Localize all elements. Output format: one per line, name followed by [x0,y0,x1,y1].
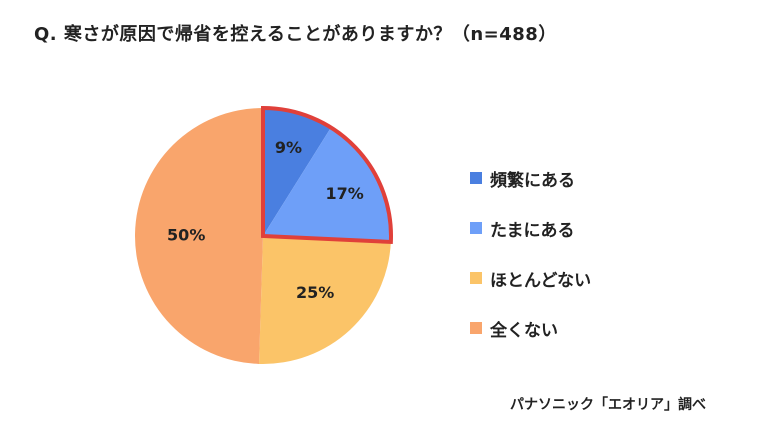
chart-title: Q. 寒さが原因で帰省を控えることがありますか？（n=488） [34,24,557,45]
legend-label-4: 全くない [490,320,558,341]
legend: 頻繁にあるたまにあるほとんどない 全くない [470,166,591,366]
legend-label-2: たまにある [490,220,575,241]
pie-slice-3 [259,236,391,364]
legend-label-1: 頻繁にある [490,170,575,191]
pie-slice-4 [134,108,263,364]
slice-label-4: 50% [167,225,205,244]
legend-item-2: たまにある [470,216,591,241]
slice-label-2: 17% [326,184,364,203]
legend-item-4: 全くない [470,316,591,341]
legend-swatch-3 [470,272,482,284]
legend-swatch-2 [470,222,482,234]
pie-slice-1 [263,108,331,236]
slice-label-3: 25% [296,283,334,302]
legend-item-3: ほとんどない [470,266,592,291]
source-note: パナソニック「エオリア」調べ [510,397,706,413]
pie-slice-2 [263,127,391,242]
legend-swatch-4 [470,322,482,334]
legend-swatch-1 [470,172,482,184]
highlight-outline [261,105,393,245]
slice-label-1: 9% [275,138,302,157]
legend-item-1: 頻繁にある [470,166,591,191]
legend-label-3: ほとんどない [490,270,592,291]
